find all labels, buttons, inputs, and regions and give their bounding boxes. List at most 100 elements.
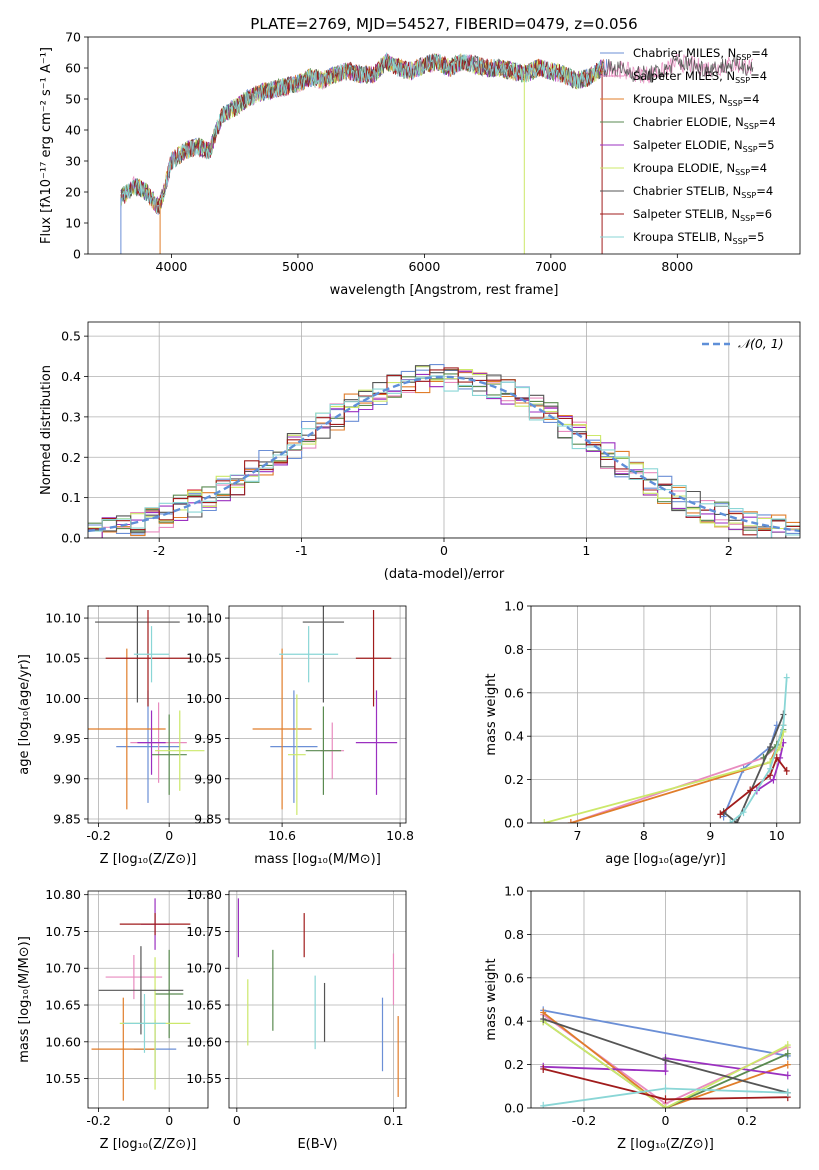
y-tick-label: 10.60 xyxy=(45,1034,81,1049)
y-tick-label: 0.8 xyxy=(504,927,524,942)
axes-frame xyxy=(87,890,209,1109)
x-tick-label: 0.2 xyxy=(737,1113,757,1128)
legend-entry: Kroupa STELIB, NSSP=5 xyxy=(633,230,764,246)
legend-sub: SSP xyxy=(733,237,748,246)
y-tick-label: 10.80 xyxy=(186,887,222,902)
legend-label: Salpeter STELIB, N xyxy=(633,207,740,221)
legend-suffix: =4 xyxy=(759,115,776,129)
y-tick-label: 9.95 xyxy=(53,731,81,746)
x-tick-label: 0.1 xyxy=(384,1113,404,1128)
weight-line-2 xyxy=(542,1011,789,1108)
plot-area-mass_weight_vs_age xyxy=(531,606,800,823)
x-axis-label: Z [log₁₀(Z/Z⊙)] xyxy=(100,852,197,867)
y-tick-label: 0.6 xyxy=(504,685,524,700)
legend-suffix: =4 xyxy=(751,46,768,60)
axes-frame xyxy=(228,605,407,824)
x-tick-label: 8 xyxy=(640,828,648,843)
legend-suffix: =5 xyxy=(748,230,765,244)
legend-entry: Chabrier MILES, NSSP=4 xyxy=(633,46,768,62)
y-tick-label: 1.0 xyxy=(504,884,524,899)
legend-label: Chabrier ELODIE, N xyxy=(633,115,744,129)
x-tick-label: 5000 xyxy=(282,259,314,274)
legend-label: Salpeter MILES, N xyxy=(633,69,735,83)
panel-residuals: -2 -1 0 1 2 0.0 0.1 0.2 0.3 0.4 0.5 (data-model)/er… xyxy=(39,321,801,582)
y-tick-label: 10.10 xyxy=(186,611,222,626)
y-tick-label: 70 xyxy=(65,30,81,45)
y-axis-label: mass [log₁₀(M/M⊙)] xyxy=(17,936,32,1063)
y-tick-label: 9.85 xyxy=(194,811,222,826)
panel-mass_weight_vs_Z: -0.2 0 0.2 0.0 0.2 0.4 0.6 0.8 1.0 Z [log₁₀(Z/Z⊙)… xyxy=(484,884,801,1152)
y-tick-label: 0.0 xyxy=(61,531,81,546)
legend-suffix: =4 xyxy=(750,69,767,83)
normal-legend-label: 𝒩(0, 1) xyxy=(738,336,784,351)
y-tick-label: 0.3 xyxy=(61,409,81,424)
legend-sub: SSP xyxy=(735,76,750,85)
legend-entry: Kroupa ELODIE, NSSP=4 xyxy=(633,161,767,177)
y-tick-label: 10.00 xyxy=(45,691,81,706)
y-tick-label: 10.65 xyxy=(45,998,81,1013)
y-tick-label: 0.5 xyxy=(61,329,81,344)
panel-spectrum: 4000 5000 6000 7000 8000 0 10 20 30 40 50 60 70 wavel… xyxy=(39,30,801,298)
weight-line-5 xyxy=(542,1020,789,1108)
y-tick-label: 30 xyxy=(65,154,81,169)
weight-line-0 xyxy=(722,725,778,817)
y-tick-label: 0.2 xyxy=(61,450,81,465)
legend-suffix: =6 xyxy=(755,207,772,221)
y-tick-label: 50 xyxy=(65,92,81,107)
legend-sub: SSP xyxy=(741,191,756,200)
axes-frame xyxy=(530,605,801,824)
legend-suffix: =4 xyxy=(756,184,773,198)
y-axis-label: Normed distribution xyxy=(39,365,54,495)
x-tick-label: 6000 xyxy=(408,259,440,274)
plot-area-age_vs_mass xyxy=(229,606,406,823)
weight-line-6 xyxy=(723,714,785,823)
legend-entry: Salpeter ELODIE, NSSP=5 xyxy=(633,138,775,154)
y-tick-label: 10.10 xyxy=(45,611,81,626)
legend-entry: Chabrier STELIB, NSSP=4 xyxy=(633,184,773,200)
y-tick-label: 40 xyxy=(65,123,81,138)
legend-sub: SSP xyxy=(743,145,758,154)
x-tick-label: 10 xyxy=(769,828,785,843)
y-axis-label: age [log₁₀(age/yr)] xyxy=(17,654,32,775)
x-tick-label: 7000 xyxy=(535,259,567,274)
x-tick-label: 9 xyxy=(706,828,714,843)
weight-line-2 xyxy=(570,725,785,823)
y-tick-label: 10.00 xyxy=(186,691,222,706)
x-axis-label: Z [log₁₀(Z/Z⊙)] xyxy=(617,1137,714,1152)
y-tick-label: 9.95 xyxy=(194,731,222,746)
panel-age_vs_Z: -0.2 0 9.85 9.90 9.95 10.00 10.05 10.10 Z [log₁₀… xyxy=(17,605,209,867)
x-tick-label: 0 xyxy=(165,828,173,843)
x-tick-label: 10.8 xyxy=(386,828,414,843)
y-tick-label: 0.8 xyxy=(504,642,524,657)
plot-area-mass_weight_vs_Z xyxy=(531,891,800,1108)
y-tick-label: 0.0 xyxy=(504,816,524,831)
y-tick-label: 10.55 xyxy=(45,1071,81,1086)
plot-area-residuals xyxy=(88,322,800,538)
x-tick-label: 2 xyxy=(725,543,733,558)
axes-frame xyxy=(87,605,209,824)
plot-area-age_vs_Z xyxy=(88,606,208,823)
y-tick-label: 20 xyxy=(65,185,81,200)
plot-area-mass_vs_Z xyxy=(88,891,208,1108)
x-tick-label: -0.2 xyxy=(86,1113,110,1128)
y-tick-label: 0.4 xyxy=(504,729,524,744)
x-tick-label: -0.2 xyxy=(86,828,110,843)
legend-suffix: =4 xyxy=(750,161,767,175)
weight-line-4 xyxy=(756,742,785,792)
y-axis-label: mass weight xyxy=(484,958,499,1040)
y-axis-label: Flux [fλ10⁻¹⁷ erg cm⁻² s⁻¹ A⁻¹] xyxy=(39,47,54,244)
x-axis-label: (data-model)/error xyxy=(384,567,505,582)
legend-label: Chabrier MILES, N xyxy=(633,46,736,60)
legend-sub: SSP xyxy=(736,53,751,62)
legend-entry: Salpeter MILES, NSSP=4 xyxy=(633,69,767,85)
y-tick-label: 1.0 xyxy=(504,599,524,614)
legend-label: Chabrier STELIB, N xyxy=(633,184,741,198)
y-tick-label: 10.05 xyxy=(186,651,222,666)
x-tick-label: 1 xyxy=(582,543,590,558)
normal-curve xyxy=(88,375,800,533)
figure-title: PLATE=2769, MJD=54527, FIBERID=0479, z=0… xyxy=(250,15,637,33)
axes-frame xyxy=(87,36,801,255)
axes-frame xyxy=(228,890,407,1109)
